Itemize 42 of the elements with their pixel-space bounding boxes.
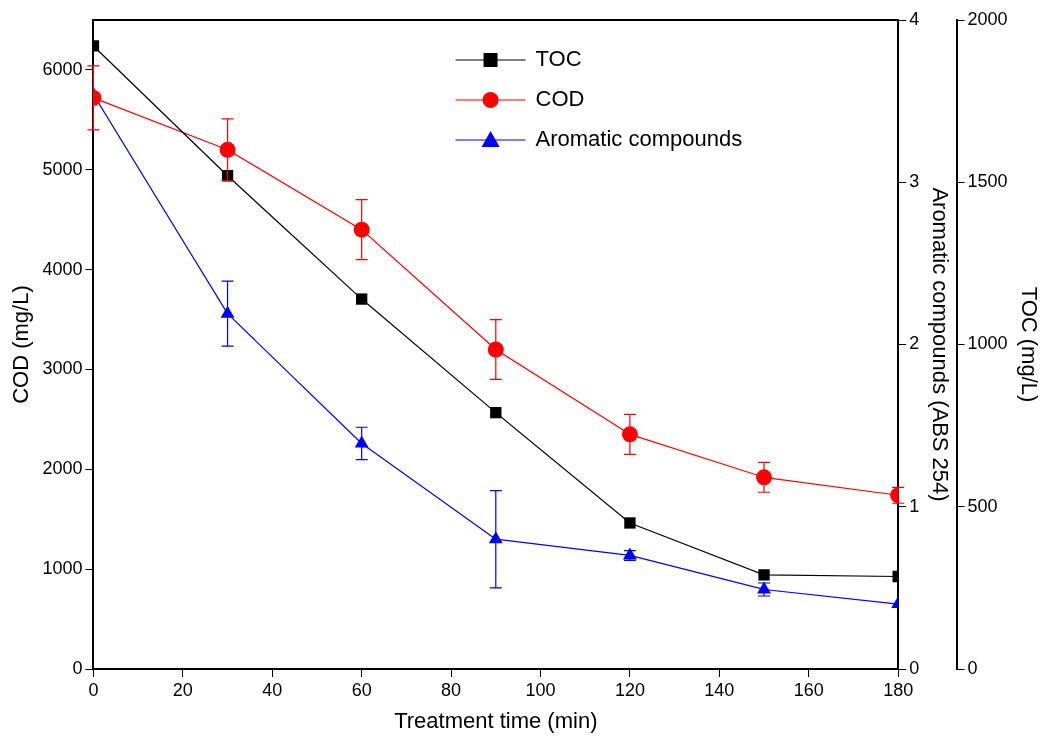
y-tick-label: 1000 bbox=[42, 558, 83, 579]
y3-tick-label: 1500 bbox=[967, 171, 1008, 192]
y2-axis-title: Aromatic compounds (ABS 254) bbox=[928, 187, 954, 502]
y3-tick-label: 1000 bbox=[967, 333, 1008, 354]
x-tick-label: 120 bbox=[614, 679, 645, 700]
point bbox=[490, 406, 502, 419]
x-tick-label: 140 bbox=[704, 679, 735, 700]
x-tick-label: 20 bbox=[172, 679, 193, 700]
point bbox=[487, 341, 504, 358]
legend-label: Aromatic compounds bbox=[535, 126, 743, 152]
legend-label: TOC bbox=[535, 46, 582, 72]
y-tick-label: 0 bbox=[72, 657, 83, 678]
point bbox=[758, 569, 770, 581]
x-axis-title: Treatment time (min) bbox=[394, 707, 598, 733]
point bbox=[356, 293, 368, 305]
x-tick-label: 0 bbox=[88, 679, 99, 700]
y-tick-label: 5000 bbox=[42, 158, 83, 179]
x-tick-label: 160 bbox=[793, 679, 824, 700]
y-axis-title: COD (mg/L) bbox=[8, 285, 34, 404]
x-tick-label: 80 bbox=[441, 679, 462, 700]
y2-tick-label: 1 bbox=[909, 495, 920, 516]
y3-tick-label: 2000 bbox=[967, 8, 1008, 29]
y2-tick-label: 3 bbox=[909, 171, 920, 192]
y3-tick-label: 0 bbox=[967, 657, 978, 678]
x-tick-label: 40 bbox=[262, 679, 283, 700]
y2-tick-label: 4 bbox=[909, 8, 920, 29]
point bbox=[624, 517, 636, 529]
legend-label: COD bbox=[535, 86, 585, 112]
point bbox=[220, 305, 235, 318]
x-tick-label: 180 bbox=[883, 679, 914, 700]
y-tick-label: 6000 bbox=[42, 58, 83, 79]
point bbox=[353, 221, 370, 238]
y2-tick-label: 0 bbox=[909, 657, 920, 678]
y-tick-label: 4000 bbox=[42, 258, 83, 279]
x-tick-label: 60 bbox=[351, 679, 372, 700]
y-tick-label: 3000 bbox=[42, 358, 83, 379]
y-tick-label: 2000 bbox=[42, 458, 83, 479]
x-tick-label: 100 bbox=[525, 679, 556, 700]
y3-tick-label: 500 bbox=[967, 495, 998, 516]
point bbox=[219, 141, 236, 158]
y3-axis-title: TOC (mg/L) bbox=[1016, 286, 1042, 403]
y2-tick-label: 2 bbox=[909, 333, 920, 354]
